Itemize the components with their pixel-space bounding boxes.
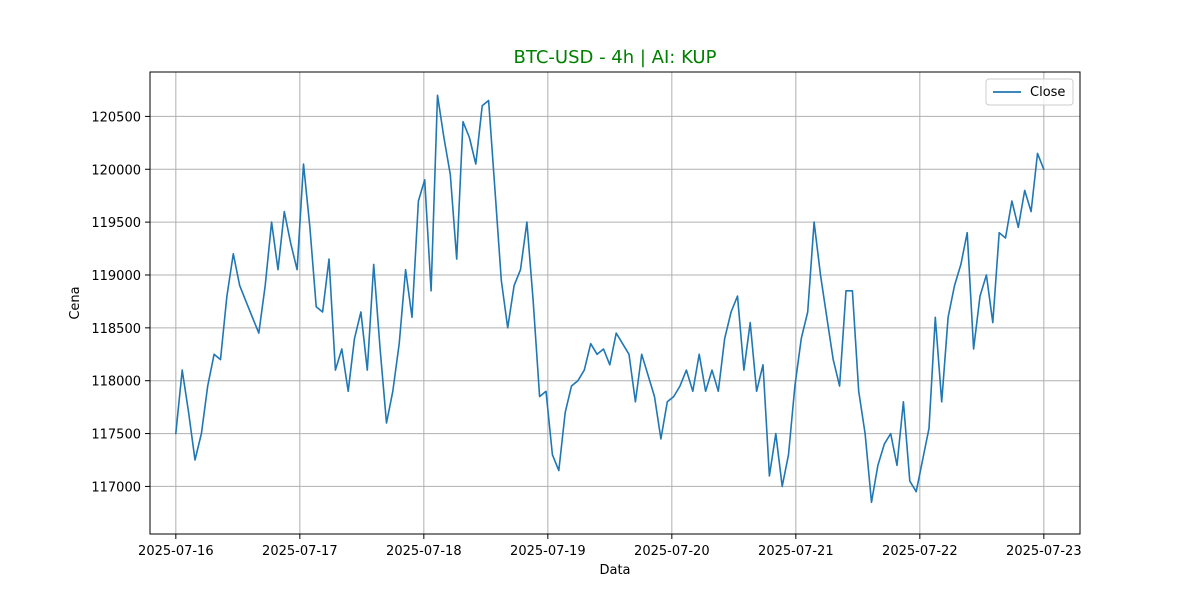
y-tick-label: 118000	[91, 375, 141, 390]
x-tick-label: 2025-07-22	[882, 544, 958, 559]
x-axis-ticks: 2025-07-16 2025-07-17 2025-07-18 2025-07-19…	[138, 534, 1082, 559]
plot-area-frame	[149, 71, 1081, 535]
y-tick-label: 117000	[91, 480, 141, 495]
y-axis-ticks: 117000 117500 118000 118500 119000 119500 1200…	[91, 110, 150, 495]
x-tick-label: 2025-07-17	[262, 544, 338, 559]
y-tick-label: 119500	[91, 216, 141, 231]
x-tick-label: 2025-07-23	[1006, 544, 1082, 559]
x-tick-label: 2025-07-16	[138, 544, 214, 559]
x-axis-label: Data	[599, 563, 630, 578]
legend: Close	[985, 78, 1074, 106]
legend-label-close: Close	[1030, 85, 1065, 100]
x-tick-label: 2025-07-19	[510, 544, 586, 559]
chart-title: BTC-USD - 4h | AI: KUP	[514, 47, 717, 68]
x-tick-label: 2025-07-21	[758, 544, 834, 559]
y-tick-label: 117500	[91, 428, 141, 443]
grid-lines	[150, 72, 1080, 534]
y-tick-label: 118500	[91, 322, 141, 337]
y-tick-label: 120500	[91, 110, 141, 125]
legend-box	[985, 78, 1074, 106]
x-tick-label: 2025-07-20	[634, 544, 710, 559]
y-tick-label: 120000	[91, 163, 141, 178]
series-line-close	[175, 94, 1045, 504]
y-axis-label: Cena	[68, 286, 83, 319]
x-tick-label: 2025-07-18	[386, 544, 462, 559]
y-tick-label: 119000	[91, 269, 141, 284]
